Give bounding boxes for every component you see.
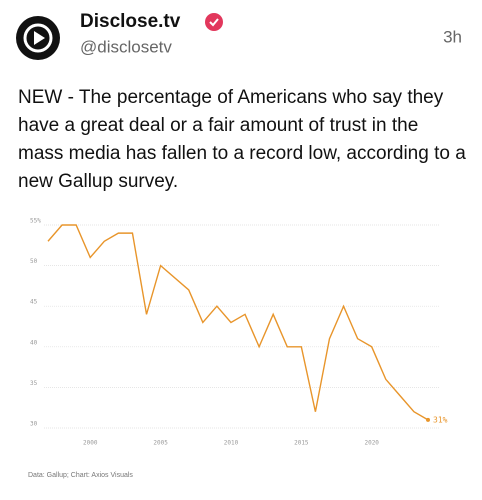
y-tick-label: 40 xyxy=(30,339,38,346)
y-tick-label: 45 xyxy=(30,299,38,306)
verified-badge xyxy=(205,13,223,31)
value-label: 31% xyxy=(433,415,448,424)
y-tick-label: 55% xyxy=(30,218,41,225)
chart-source: Data: Gallup; Chart: Axios Visuals xyxy=(28,472,133,479)
timestamp: 3h xyxy=(443,27,462,46)
tweet-text: NEW - The percentage of Americans who sa… xyxy=(18,87,466,192)
author-name[interactable]: Disclose.tv xyxy=(80,11,181,32)
x-tick-label: 2010 xyxy=(224,440,239,447)
end-point xyxy=(426,417,430,422)
x-tick-label: 2020 xyxy=(364,440,379,447)
avatar-ring xyxy=(23,23,53,53)
x-tick-label: 2000 xyxy=(83,440,98,447)
y-tick-label: 50 xyxy=(30,258,38,265)
x-tick-label: 2005 xyxy=(153,440,168,447)
x-tick-label: 2015 xyxy=(294,440,309,447)
author-handle[interactable]: @disclosetv xyxy=(80,37,172,56)
y-tick-label: 30 xyxy=(30,421,38,428)
data-line xyxy=(47,224,429,421)
y-tick-label: 35 xyxy=(30,380,38,387)
verified-check xyxy=(209,18,219,27)
avatar-icon xyxy=(34,31,45,45)
